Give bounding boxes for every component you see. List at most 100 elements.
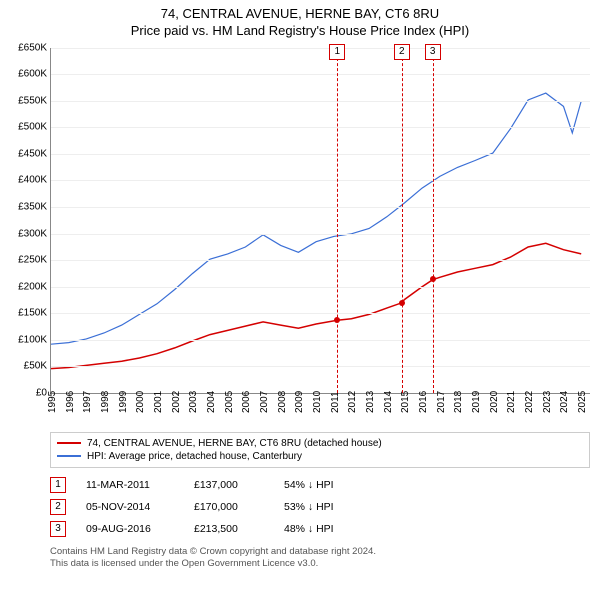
gridline: [51, 101, 590, 102]
sale-event-diff: 53% ↓ HPI: [284, 501, 334, 513]
x-axis-tick-label: 2023: [542, 391, 553, 413]
legend-swatch: [57, 442, 81, 444]
y-axis-tick-label: £0: [36, 387, 47, 398]
y-axis-tick-label: £550K: [18, 95, 47, 106]
gridline: [51, 180, 590, 181]
sale-event-price: £213,500: [194, 523, 264, 535]
gridline: [51, 313, 590, 314]
sale-event-row: 2 05-NOV-2014 £170,000 53% ↓ HPI: [50, 496, 590, 518]
x-axis-tick-label: 2025: [577, 391, 588, 413]
x-axis-tick-label: 2024: [559, 391, 570, 413]
sale-event-price: £170,000: [194, 501, 264, 513]
y-axis-tick-label: £350K: [18, 202, 47, 213]
gridline: [51, 260, 590, 261]
chart-plot-area: £0£50K£100K£150K£200K£250K£300K£350K£400…: [50, 48, 590, 394]
y-axis-tick-label: £100K: [18, 334, 47, 345]
y-axis-tick-label: £400K: [18, 175, 47, 186]
y-axis-tick-label: £250K: [18, 255, 47, 266]
gridline: [51, 154, 590, 155]
gridline: [51, 287, 590, 288]
sale-event-date: 05-NOV-2014: [86, 501, 174, 513]
sale-event-box: 1: [50, 477, 66, 493]
x-axis-tick-label: 2021: [506, 391, 517, 413]
gridline: [51, 48, 590, 49]
x-axis-tick-label: 2003: [188, 391, 199, 413]
x-axis-tick-label: 2008: [277, 391, 288, 413]
y-axis-tick-label: £50K: [24, 361, 47, 372]
x-axis-tick-label: 2002: [171, 391, 182, 413]
title-line-2: Price paid vs. HM Land Registry's House …: [0, 23, 600, 40]
y-axis-tick-label: £200K: [18, 281, 47, 292]
footer-line-2: This data is licensed under the Open Gov…: [50, 558, 590, 570]
legend-label: 74, CENTRAL AVENUE, HERNE BAY, CT6 8RU (…: [87, 438, 382, 449]
x-axis-tick-label: 2001: [153, 391, 164, 413]
x-axis-tick-label: 2022: [524, 391, 535, 413]
x-axis-tick-label: 1995: [47, 391, 58, 413]
x-axis-tick-label: 2010: [312, 391, 323, 413]
x-axis-tick-label: 1996: [65, 391, 76, 413]
sale-event-price: £137,000: [194, 479, 264, 491]
x-axis-tick-label: 1997: [82, 391, 93, 413]
sale-event-row: 3 09-AUG-2016 £213,500 48% ↓ HPI: [50, 518, 590, 540]
x-axis-tick-label: 2013: [365, 391, 376, 413]
sale-marker-dot: [399, 300, 405, 306]
sale-marker-box: 1: [329, 44, 345, 60]
legend-row: HPI: Average price, detached house, Cant…: [57, 450, 583, 463]
sale-marker-line: [402, 48, 403, 393]
x-axis-tick-label: 2011: [330, 391, 341, 413]
sale-marker-box: 3: [425, 44, 441, 60]
gridline: [51, 127, 590, 128]
x-axis-tick-label: 1999: [118, 391, 129, 413]
sale-event-box: 3: [50, 521, 66, 537]
sale-event-diff: 48% ↓ HPI: [284, 523, 334, 535]
sale-event-diff: 54% ↓ HPI: [284, 479, 334, 491]
gridline: [51, 74, 590, 75]
gridline: [51, 234, 590, 235]
sale-marker-line: [337, 48, 338, 393]
x-axis-tick-label: 2006: [241, 391, 252, 413]
chart-lines-svg: [51, 48, 590, 393]
legend-label: HPI: Average price, detached house, Cant…: [87, 451, 302, 462]
chart-title: 74, CENTRAL AVENUE, HERNE BAY, CT6 8RU P…: [0, 0, 600, 40]
x-axis-tick-label: 2004: [206, 391, 217, 413]
y-axis-tick-label: £150K: [18, 308, 47, 319]
footer-line-1: Contains HM Land Registry data © Crown c…: [50, 546, 590, 558]
x-axis-tick-label: 2020: [489, 391, 500, 413]
x-axis-tick-label: 2014: [383, 391, 394, 413]
gridline: [51, 207, 590, 208]
title-line-1: 74, CENTRAL AVENUE, HERNE BAY, CT6 8RU: [0, 6, 600, 23]
sale-marker-line: [433, 48, 434, 393]
x-axis-tick-label: 2012: [347, 391, 358, 413]
y-axis-tick-label: £300K: [18, 228, 47, 239]
x-axis-tick-label: 2018: [453, 391, 464, 413]
gridline: [51, 340, 590, 341]
series-line-property: [51, 243, 581, 368]
y-axis-tick-label: £500K: [18, 122, 47, 133]
y-axis-tick-label: £650K: [18, 42, 47, 53]
x-axis-tick-label: 2015: [400, 391, 411, 413]
x-axis-tick-label: 1998: [100, 391, 111, 413]
x-axis-tick-label: 2009: [294, 391, 305, 413]
x-axis-tick-label: 2019: [471, 391, 482, 413]
sale-event-date: 11-MAR-2011: [86, 479, 174, 491]
x-axis-tick-label: 2007: [259, 391, 270, 413]
sale-event-box: 2: [50, 499, 66, 515]
x-axis-tick-label: 2000: [135, 391, 146, 413]
sale-marker-dot: [334, 317, 340, 323]
gridline: [51, 366, 590, 367]
sale-event-date: 09-AUG-2016: [86, 523, 174, 535]
y-axis-tick-label: £600K: [18, 69, 47, 80]
footer-attribution: Contains HM Land Registry data © Crown c…: [50, 546, 590, 571]
sale-event-row: 1 11-MAR-2011 £137,000 54% ↓ HPI: [50, 474, 590, 496]
sale-events-list: 1 11-MAR-2011 £137,000 54% ↓ HPI 2 05-NOV-201…: [50, 474, 590, 540]
sale-marker-dot: [430, 276, 436, 282]
legend-row: 74, CENTRAL AVENUE, HERNE BAY, CT6 8RU (…: [57, 437, 583, 450]
x-axis-tick-label: 2005: [224, 391, 235, 413]
sale-marker-box: 2: [394, 44, 410, 60]
legend-swatch: [57, 455, 81, 457]
x-axis-tick-label: 2017: [436, 391, 447, 413]
x-axis-tick-label: 2016: [418, 391, 429, 413]
chart-legend: 74, CENTRAL AVENUE, HERNE BAY, CT6 8RU (…: [50, 432, 590, 468]
series-line-hpi: [51, 93, 581, 344]
y-axis-tick-label: £450K: [18, 148, 47, 159]
